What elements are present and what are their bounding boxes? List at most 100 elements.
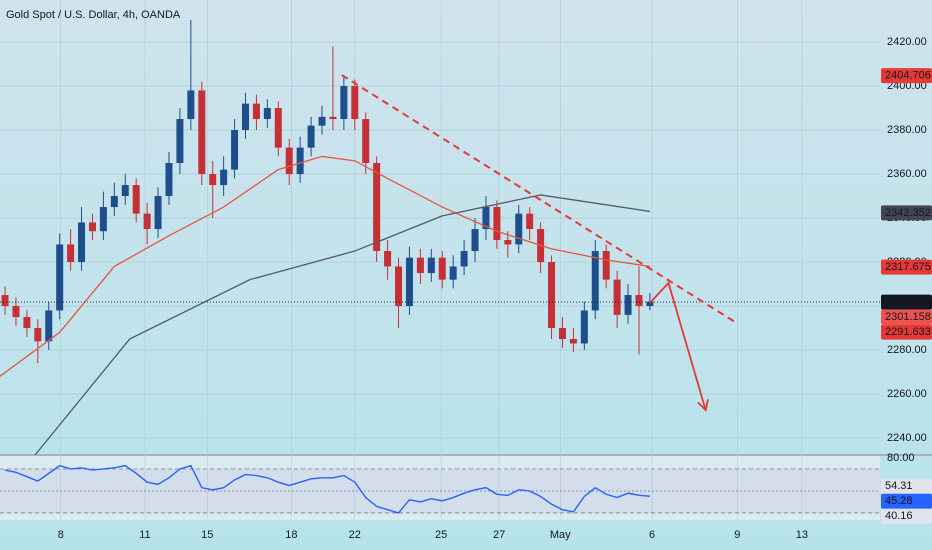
- x-tick-label: 11: [139, 529, 150, 541]
- price-badge: [881, 324, 932, 340]
- candle-body: [318, 116, 326, 126]
- x-tick-label: 18: [285, 529, 297, 541]
- candle-body: [176, 119, 184, 164]
- price-badge-label: 2301.158: [885, 311, 931, 323]
- candle-body: [646, 301, 654, 307]
- rsi-tick-label: 80.00: [887, 452, 915, 464]
- candle-body: [198, 90, 206, 175]
- price-pane: [0, 0, 880, 455]
- candle-body: [165, 163, 173, 197]
- candle-body: [34, 328, 42, 342]
- price-badge: [881, 478, 932, 494]
- x-tick-label: 9: [734, 529, 740, 541]
- candle-body: [329, 116, 337, 120]
- price-badge: [881, 294, 932, 310]
- candle-body: [121, 185, 129, 197]
- price-badge-label: 2301.810: [885, 296, 931, 308]
- candle-body: [307, 125, 315, 148]
- x-tick-label: 8: [58, 529, 64, 541]
- candle-body: [384, 251, 392, 267]
- price-badge: [881, 68, 932, 84]
- y-tick-label: 2240.00: [887, 432, 927, 444]
- trend-line: [341, 74, 736, 323]
- y-tick-label: 2360.00: [887, 168, 927, 180]
- rsi-plot: [0, 455, 880, 520]
- candle-body: [274, 108, 282, 148]
- price-badge-label: 2342.352: [885, 207, 931, 219]
- candle-body: [591, 251, 599, 311]
- moving-average: [0, 155, 651, 377]
- candle-body: [187, 90, 195, 120]
- x-tick-label: May: [550, 529, 571, 541]
- y-tick-label: 2420.00: [887, 36, 927, 48]
- price-badge: [881, 205, 932, 221]
- candle-body: [548, 262, 556, 329]
- price-badge-label: 2404.706: [885, 70, 931, 82]
- candle-body: [427, 257, 435, 274]
- candle-body: [132, 185, 140, 214]
- candle-body: [154, 196, 162, 230]
- candle-body: [67, 244, 75, 263]
- candle-body: [526, 213, 534, 230]
- candle-body: [460, 251, 468, 267]
- candle-body: [340, 86, 348, 120]
- candle-body: [613, 279, 621, 315]
- candle-body: [362, 119, 370, 164]
- price-badge: [881, 508, 932, 524]
- candle-body: [88, 222, 96, 232]
- candle-body: [143, 213, 151, 230]
- candle-body: [558, 328, 566, 340]
- candle-body: [482, 207, 490, 230]
- candle-body: [493, 207, 501, 241]
- candle-body: [624, 295, 632, 315]
- candle-body: [1, 295, 9, 307]
- y-tick-label: 2260.00: [887, 388, 927, 400]
- candle-body: [405, 257, 413, 307]
- candle-body: [569, 339, 577, 344]
- x-tick-label: 15: [201, 529, 213, 541]
- candle-body: [99, 207, 107, 232]
- candle-body: [285, 147, 293, 175]
- rsi-line: [4, 464, 650, 514]
- rsi-pane: [0, 455, 880, 520]
- y-tick-label: 2380.00: [887, 124, 927, 136]
- y-tick-label: 2280.00: [887, 344, 927, 356]
- candle-body: [241, 103, 249, 131]
- candle-body: [504, 240, 512, 245]
- chart-title: Gold Spot / U.S. Dollar, 4h, OANDA: [6, 9, 181, 21]
- candle-body: [416, 257, 424, 274]
- candle-body: [23, 317, 31, 329]
- moving-average: [34, 194, 651, 455]
- candle-body: [449, 266, 457, 280]
- price-badge-label: 40.16: [885, 510, 913, 522]
- price-badge-label: 54.31: [885, 480, 913, 492]
- price-badge-label: 45.28: [885, 495, 913, 507]
- x-tick-label: 25: [435, 529, 447, 541]
- candle-body: [252, 103, 260, 120]
- candle-body: [515, 213, 523, 245]
- candle-body: [220, 169, 228, 186]
- axes: 8 11 15 18 22 25 27 May 6 9 132420.002400.002380.0…: [58, 36, 932, 541]
- price-badge: [881, 493, 932, 509]
- candle-body: [351, 86, 359, 120]
- candle-body: [231, 130, 239, 170]
- arrow-head: [697, 399, 709, 412]
- x-tick-label: 13: [796, 529, 808, 541]
- candle-body: [438, 257, 446, 280]
- candle-body: [78, 222, 86, 263]
- candle-body: [45, 310, 53, 342]
- candle-body: [580, 310, 588, 344]
- candle-body: [471, 229, 479, 252]
- candle-body: [296, 147, 304, 175]
- candle-body: [395, 266, 403, 307]
- price-badge: [881, 309, 932, 325]
- candle-body: [110, 196, 118, 208]
- price-badge-label: 2291.633: [885, 326, 931, 338]
- price-badge: [881, 259, 932, 275]
- x-tick-label: 27: [493, 529, 505, 541]
- candle-body: [12, 306, 20, 318]
- candle-body: [635, 295, 643, 307]
- candle-body: [373, 163, 381, 252]
- candle-body: [209, 174, 217, 186]
